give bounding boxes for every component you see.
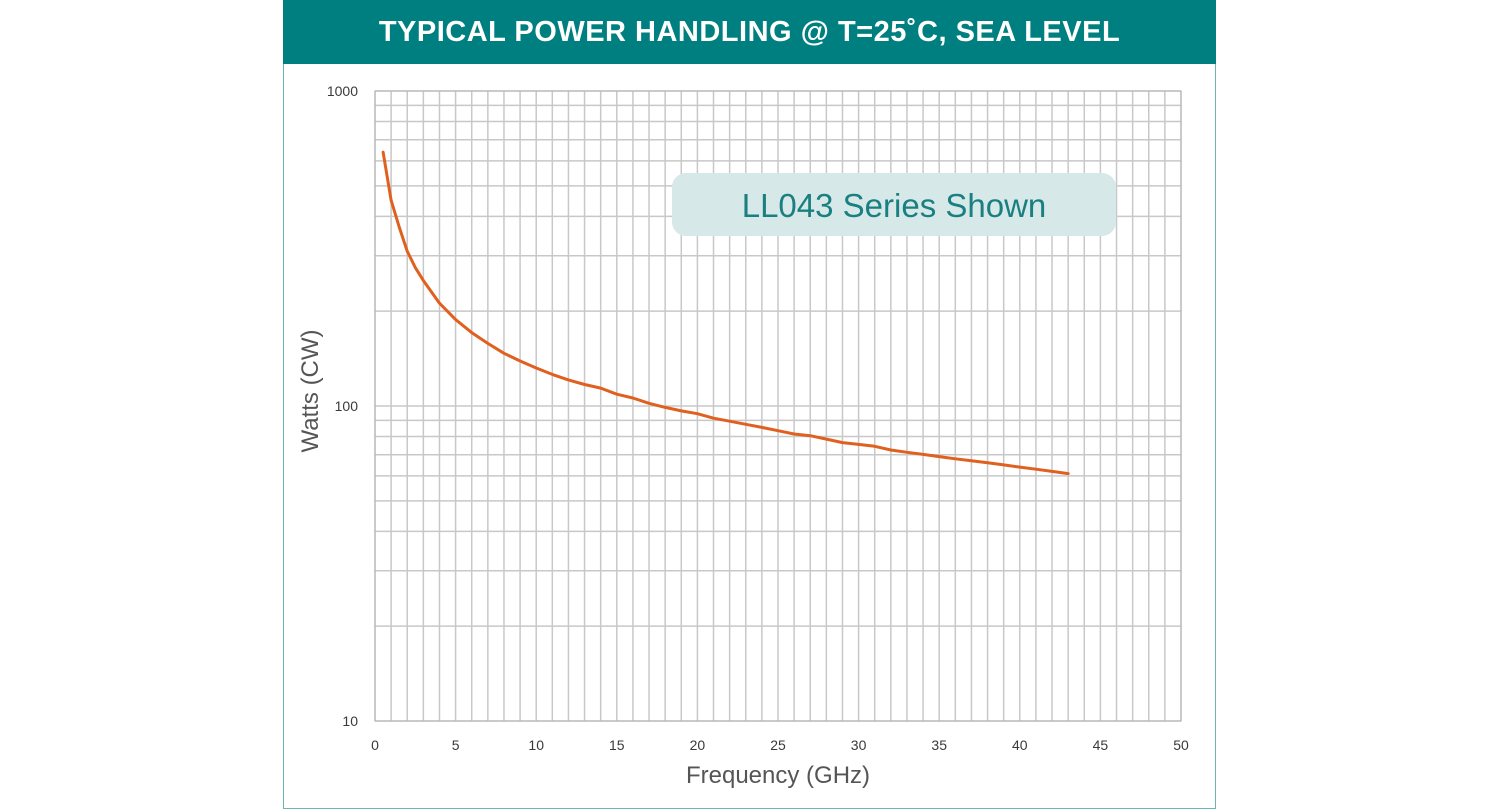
x-axis-label: Frequency (GHz) xyxy=(686,762,870,789)
x-tick-label: 20 xyxy=(690,737,706,753)
y-axis-label: Watts (CW) xyxy=(297,329,324,452)
annotation-text: LL043 Series Shown xyxy=(742,187,1047,224)
x-tick-label: 40 xyxy=(1012,737,1028,753)
y-tick-label: 100 xyxy=(335,398,359,414)
series-line xyxy=(381,150,1070,476)
x-tick-label: 45 xyxy=(1093,737,1109,753)
x-tick-label: 25 xyxy=(770,737,786,753)
annotation-box xyxy=(672,173,1116,236)
x-tick-label: 50 xyxy=(1173,737,1189,753)
chart-card xyxy=(283,0,1216,809)
y-tick-label: 1000 xyxy=(327,83,358,99)
x-axis-ticks: 0 5 10 15 20 25 30 35 40 45 50 xyxy=(371,737,1189,753)
y-axis-ticks: 10 100 1000 xyxy=(327,83,358,729)
title-bar: TYPICAL POWER HANDLING @ T=25˚C, SEA LEV… xyxy=(283,0,1216,64)
x-tick-label: 30 xyxy=(851,737,867,753)
plot-frame xyxy=(374,90,1182,722)
x-tick-label: 5 xyxy=(452,737,460,753)
chart-title: TYPICAL POWER HANDLING @ T=25˚C, SEA LEV… xyxy=(378,15,1121,48)
x-tick-label: 10 xyxy=(528,737,544,753)
y-tick-label: 10 xyxy=(342,713,358,729)
x-tick-label: 35 xyxy=(931,737,947,753)
x-tick-label: 0 xyxy=(371,737,379,753)
x-tick-label: 15 xyxy=(609,737,625,753)
annotation: LL043 Series Shown xyxy=(672,173,1116,236)
